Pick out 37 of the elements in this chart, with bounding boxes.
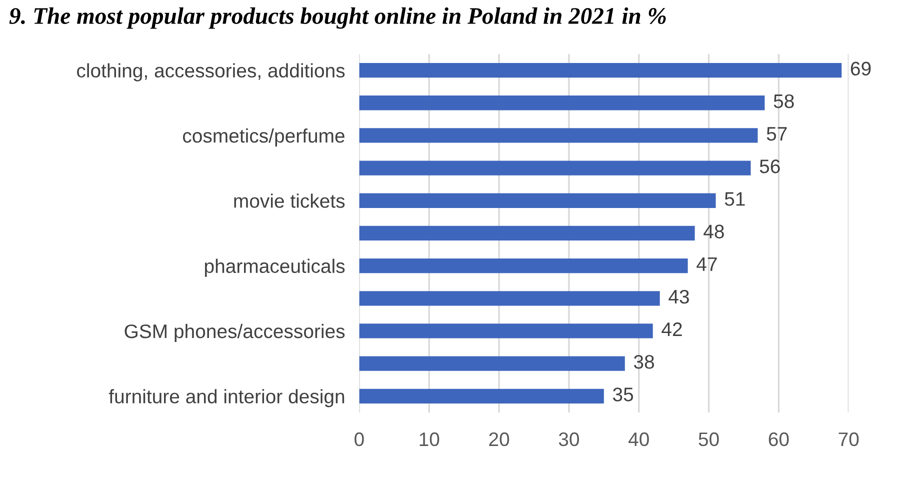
- data-label: 43: [668, 290, 689, 304]
- bar: [359, 128, 758, 143]
- y-tick-label: cosmetics/perfume: [182, 128, 344, 147]
- data-label: 47: [696, 257, 717, 271]
- y-tick-label: GSM phones/accessories: [124, 324, 345, 342]
- x-tick-label: 10: [420, 432, 440, 446]
- data-label: 56: [760, 160, 780, 174]
- x-tick-label: 70: [838, 432, 859, 446]
- bar: [359, 356, 625, 371]
- data-label: 42: [662, 322, 682, 336]
- bar: [359, 226, 695, 241]
- data-label: 48: [704, 224, 724, 238]
- bar: [359, 62, 842, 78]
- bar: [359, 96, 765, 110]
- bar: [359, 160, 751, 176]
- y-tick-label: clothing, accessories, additions: [77, 63, 345, 82]
- x-tick-label: 60: [768, 432, 789, 446]
- chart-title: 9. The most popular products bought online in Poland in 2021 in %: [9, 7, 666, 29]
- bar: [359, 258, 688, 274]
- data-label: 58: [774, 94, 794, 108]
- data-label: 57: [766, 127, 787, 141]
- y-tick-label: pharmaceuticals: [204, 258, 345, 277]
- data-label: 51: [724, 192, 745, 206]
- data-label: 69: [850, 62, 871, 76]
- bar: [359, 193, 716, 208]
- x-tick-label: 50: [698, 432, 719, 446]
- x-tick-label: 0: [354, 432, 364, 446]
- x-tick-label: 20: [489, 432, 510, 446]
- x-tick-label: 40: [628, 432, 649, 446]
- data-label: 35: [612, 388, 634, 402]
- y-tick-label: furniture and interior design: [108, 389, 344, 408]
- x-tick-label: 30: [558, 432, 579, 446]
- bar: [359, 291, 660, 306]
- y-tick-label: movie tickets: [234, 194, 345, 208]
- bar: [359, 388, 604, 404]
- bar: [359, 324, 653, 338]
- data-label: 38: [634, 355, 654, 369]
